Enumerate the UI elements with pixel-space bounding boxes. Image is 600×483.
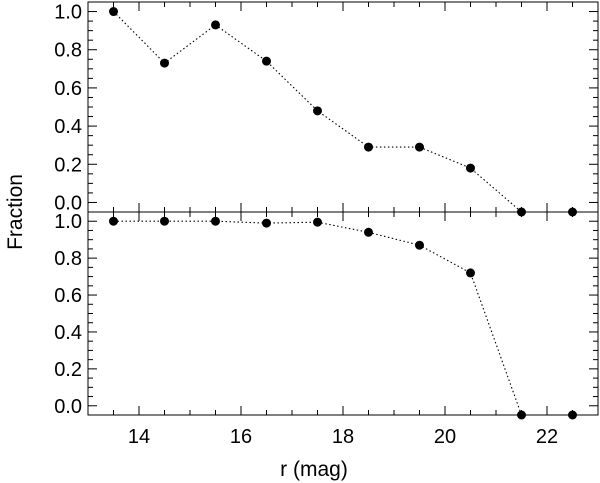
data-point xyxy=(517,410,526,420)
y-tick-label: 1.0 xyxy=(54,211,82,233)
x-tick-label: 14 xyxy=(128,426,150,448)
x-axis-label: r (mag) xyxy=(280,458,348,481)
top-panel: 0.0 0.2 0.4 0.6 0.8 1.0 xyxy=(54,1,599,217)
data-point xyxy=(466,268,475,278)
data-point xyxy=(109,216,118,226)
bottom-panel: 0.0 0.2 0.4 0.6 0.8 1.0 14 16 18 20 22 xyxy=(54,211,599,448)
data-point xyxy=(313,106,322,116)
data-point xyxy=(364,142,373,152)
data-point xyxy=(211,20,220,30)
data-point xyxy=(313,217,322,227)
y-tick-label: 0.6 xyxy=(54,78,82,100)
series-line xyxy=(113,220,573,416)
y-tick-label: 0.4 xyxy=(54,116,82,138)
y-axis-label: Fraction xyxy=(4,174,27,250)
data-point xyxy=(568,410,577,420)
x-tick-label: 22 xyxy=(536,426,558,448)
y-tick-label: 0.2 xyxy=(54,154,82,176)
y-tick-label: 1.0 xyxy=(54,2,82,24)
data-point xyxy=(364,227,373,237)
y-tick-label: 0.4 xyxy=(54,322,82,344)
x-tick-label: 20 xyxy=(434,426,456,448)
data-point xyxy=(466,163,475,173)
data-point xyxy=(262,218,271,228)
y-tick-label: 0.2 xyxy=(54,359,82,381)
y-tick-label: 0.0 xyxy=(54,192,82,214)
y-tick-label: 0.8 xyxy=(54,248,82,270)
y-tick-label: 0.8 xyxy=(54,40,82,62)
y-tick-label: 0.6 xyxy=(54,285,82,307)
data-point xyxy=(415,240,424,250)
x-tick-label: 16 xyxy=(230,426,252,448)
data-point xyxy=(211,216,220,226)
y-tick-label: 0.0 xyxy=(54,396,82,418)
data-point xyxy=(160,216,169,226)
series-line xyxy=(113,11,573,213)
data-point xyxy=(262,56,271,66)
data-point xyxy=(109,7,118,17)
data-point xyxy=(415,142,424,152)
data-point xyxy=(160,58,169,68)
x-tick-label: 18 xyxy=(332,426,354,448)
